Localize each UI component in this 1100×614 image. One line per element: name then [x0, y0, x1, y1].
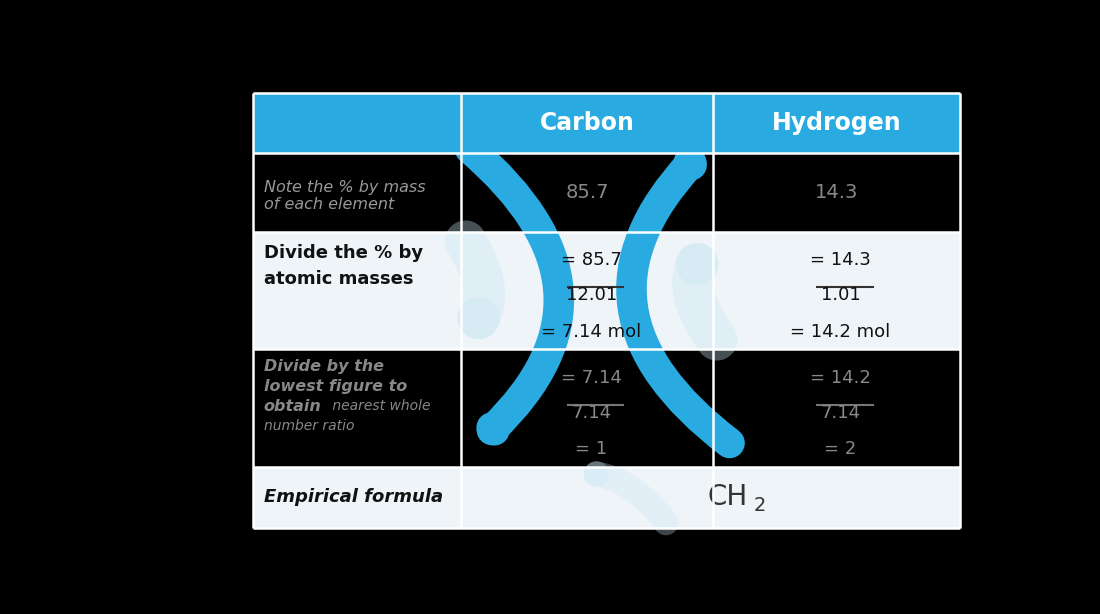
Text: = 7.14 mol: = 7.14 mol — [541, 322, 641, 341]
Text: = 14.2: = 14.2 — [811, 369, 871, 387]
FancyArrowPatch shape — [465, 241, 484, 318]
Text: Empirical formula: Empirical formula — [264, 488, 443, 506]
Text: = 14.2 mol: = 14.2 mol — [791, 322, 891, 341]
Text: = 1: = 1 — [575, 440, 607, 458]
Text: Carbon: Carbon — [539, 111, 635, 135]
Text: 1.01: 1.01 — [821, 286, 860, 305]
Bar — [253, 231, 960, 349]
Text: 12.01: 12.01 — [565, 286, 617, 305]
Text: Note the % by mass: Note the % by mass — [264, 181, 426, 195]
Text: = 85.7: = 85.7 — [561, 251, 621, 270]
Text: atomic masses: atomic masses — [264, 270, 414, 287]
Text: 85.7: 85.7 — [565, 183, 608, 202]
Text: nearest whole: nearest whole — [328, 399, 430, 413]
Text: 2: 2 — [754, 496, 767, 515]
Text: 14.3: 14.3 — [815, 183, 858, 202]
Text: 7.14: 7.14 — [571, 404, 612, 422]
Bar — [253, 349, 960, 467]
Text: = 14.3: = 14.3 — [811, 251, 871, 270]
Text: obtain: obtain — [264, 399, 321, 414]
Text: Divide the % by: Divide the % by — [264, 244, 422, 262]
FancyArrowPatch shape — [470, 149, 559, 430]
Text: 7.14: 7.14 — [821, 404, 860, 422]
Bar — [253, 93, 960, 154]
Text: = 2: = 2 — [825, 440, 857, 458]
Bar — [253, 154, 960, 231]
Text: = 7.14: = 7.14 — [561, 369, 621, 387]
Text: of each element: of each element — [264, 197, 394, 212]
Text: number ratio: number ratio — [264, 419, 354, 433]
FancyArrowPatch shape — [596, 473, 666, 523]
FancyArrowPatch shape — [693, 264, 717, 340]
Text: Hydrogen: Hydrogen — [771, 111, 901, 135]
Bar — [253, 467, 960, 527]
FancyArrowPatch shape — [631, 162, 729, 443]
Text: Divide by the: Divide by the — [264, 359, 384, 374]
Text: CH: CH — [707, 483, 748, 511]
Text: lowest figure to: lowest figure to — [264, 379, 407, 394]
